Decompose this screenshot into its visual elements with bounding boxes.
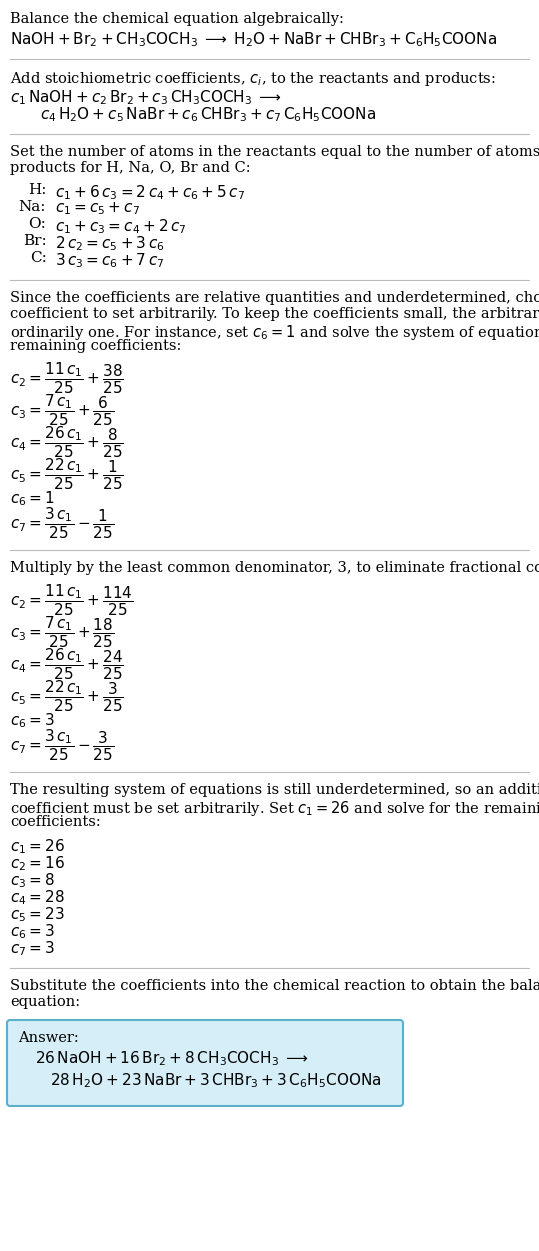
Text: $c_3 = 8$: $c_3 = 8$: [10, 871, 55, 889]
Text: Substitute the coefficients into the chemical reaction to obtain the balanced: Substitute the coefficients into the che…: [10, 980, 539, 993]
Text: $c_5 = \dfrac{22\,c_1}{25} + \dfrac{1}{25}$: $c_5 = \dfrac{22\,c_1}{25} + \dfrac{1}{2…: [10, 457, 124, 493]
Text: $28\,\mathrm{H_2O} + 23\,\mathrm{NaBr} + 3\,\mathrm{CHBr_3} + 3\,\mathrm{C_6H_5C: $28\,\mathrm{H_2O} + 23\,\mathrm{NaBr} +…: [50, 1071, 382, 1090]
Text: Balance the chemical equation algebraically:: Balance the chemical equation algebraica…: [10, 13, 344, 26]
Text: $c_4 = 28$: $c_4 = 28$: [10, 888, 65, 907]
Text: coefficient to set arbitrarily. To keep the coefficients small, the arbitrary va: coefficient to set arbitrarily. To keep …: [10, 306, 539, 322]
Text: $c_6 = 1$: $c_6 = 1$: [10, 489, 54, 508]
Text: Br:: Br:: [23, 234, 47, 248]
Text: $c_2 = 16$: $c_2 = 16$: [10, 854, 65, 873]
Text: Na:: Na:: [18, 200, 45, 214]
Text: $3\,c_3 = c_6 + 7\,c_7$: $3\,c_3 = c_6 + 7\,c_7$: [55, 251, 164, 270]
Text: $c_3 = \dfrac{7\,c_1}{25} + \dfrac{18}{25}$: $c_3 = \dfrac{7\,c_1}{25} + \dfrac{18}{2…: [10, 615, 114, 651]
Text: $\mathrm{NaOH + Br_2 + CH_3COCH_3 \;\longrightarrow\; H_2O + NaBr + CHBr_3 + C_6: $\mathrm{NaOH + Br_2 + CH_3COCH_3 \;\lon…: [10, 30, 497, 49]
Text: $c_6 = 3$: $c_6 = 3$: [10, 711, 55, 729]
Text: $c_3 = \dfrac{7\,c_1}{25} + \dfrac{6}{25}$: $c_3 = \dfrac{7\,c_1}{25} + \dfrac{6}{25…: [10, 393, 114, 429]
Text: coefficient must be set arbitrarily. Set $c_1 = 26$ and solve for the remaining: coefficient must be set arbitrarily. Set…: [10, 799, 539, 818]
Text: H:: H:: [28, 183, 46, 196]
Text: remaining coefficients:: remaining coefficients:: [10, 339, 182, 353]
Text: equation:: equation:: [10, 995, 80, 1010]
Text: $c_1 = c_5 + c_7$: $c_1 = c_5 + c_7$: [55, 200, 140, 216]
Text: $c_4 = \dfrac{26\,c_1}{25} + \dfrac{24}{25}$: $c_4 = \dfrac{26\,c_1}{25} + \dfrac{24}{…: [10, 647, 124, 683]
Text: C:: C:: [30, 251, 47, 265]
Text: Since the coefficients are relative quantities and underdetermined, choose a: Since the coefficients are relative quan…: [10, 291, 539, 305]
Text: $c_4 = \dfrac{26\,c_1}{25} + \dfrac{8}{25}$: $c_4 = \dfrac{26\,c_1}{25} + \dfrac{8}{2…: [10, 425, 124, 460]
Text: ordinarily one. For instance, set $c_6 = 1$ and solve the system of equations fo: ordinarily one. For instance, set $c_6 =…: [10, 323, 539, 342]
Text: Set the number of atoms in the reactants equal to the number of atoms in the: Set the number of atoms in the reactants…: [10, 145, 539, 159]
FancyBboxPatch shape: [7, 1020, 403, 1106]
Text: $c_1\,\mathrm{NaOH} + c_2\,\mathrm{Br_2} + c_3\,\mathrm{CH_3COCH_3} \;\longright: $c_1\,\mathrm{NaOH} + c_2\,\mathrm{Br_2}…: [10, 88, 282, 106]
Text: coefficients:: coefficients:: [10, 814, 101, 829]
Text: $c_5 = \dfrac{22\,c_1}{25} + \dfrac{3}{25}$: $c_5 = \dfrac{22\,c_1}{25} + \dfrac{3}{2…: [10, 679, 124, 714]
Text: $c_7 = \dfrac{3\,c_1}{25} - \dfrac{1}{25}$: $c_7 = \dfrac{3\,c_1}{25} - \dfrac{1}{25…: [10, 505, 114, 542]
Text: $c_1 = 26$: $c_1 = 26$: [10, 837, 65, 856]
Text: The resulting system of equations is still underdetermined, so an additional: The resulting system of equations is sti…: [10, 783, 539, 797]
Text: products for H, Na, O, Br and C:: products for H, Na, O, Br and C:: [10, 161, 251, 175]
Text: $26\,\mathrm{NaOH} + 16\,\mathrm{Br_2} + 8\,\mathrm{CH_3COCH_3} \;\longrightarro: $26\,\mathrm{NaOH} + 16\,\mathrm{Br_2} +…: [35, 1050, 309, 1067]
Text: $c_7 = \dfrac{3\,c_1}{25} - \dfrac{3}{25}$: $c_7 = \dfrac{3\,c_1}{25} - \dfrac{3}{25…: [10, 728, 114, 763]
Text: Answer:: Answer:: [18, 1031, 79, 1045]
Text: $c_4\,\mathrm{H_2O} + c_5\,\mathrm{NaBr} + c_6\,\mathrm{CHBr_3} + c_7\,\mathrm{C: $c_4\,\mathrm{H_2O} + c_5\,\mathrm{NaBr}…: [40, 105, 376, 124]
Text: $2\,c_2 = c_5 + 3\,c_6$: $2\,c_2 = c_5 + 3\,c_6$: [55, 234, 164, 253]
Text: Add stoichiometric coefficients, $c_i$, to the reactants and products:: Add stoichiometric coefficients, $c_i$, …: [10, 70, 496, 88]
Text: $c_5 = 23$: $c_5 = 23$: [10, 904, 65, 923]
Text: O:: O:: [28, 216, 46, 231]
Text: $c_2 = \dfrac{11\,c_1}{25} + \dfrac{38}{25}$: $c_2 = \dfrac{11\,c_1}{25} + \dfrac{38}{…: [10, 362, 124, 397]
Text: $c_1 + c_3 = c_4 + 2\,c_7$: $c_1 + c_3 = c_4 + 2\,c_7$: [55, 216, 186, 235]
Text: $c_7 = 3$: $c_7 = 3$: [10, 940, 55, 958]
Text: Multiply by the least common denominator, 3, to eliminate fractional coefficient: Multiply by the least common denominator…: [10, 560, 539, 575]
Text: $c_1 + 6\,c_3 = 2\,c_4 + c_6 + 5\,c_7$: $c_1 + 6\,c_3 = 2\,c_4 + c_6 + 5\,c_7$: [55, 183, 245, 201]
Text: $c_2 = \dfrac{11\,c_1}{25} + \dfrac{114}{25}$: $c_2 = \dfrac{11\,c_1}{25} + \dfrac{114}…: [10, 583, 134, 618]
Text: $c_6 = 3$: $c_6 = 3$: [10, 922, 55, 941]
